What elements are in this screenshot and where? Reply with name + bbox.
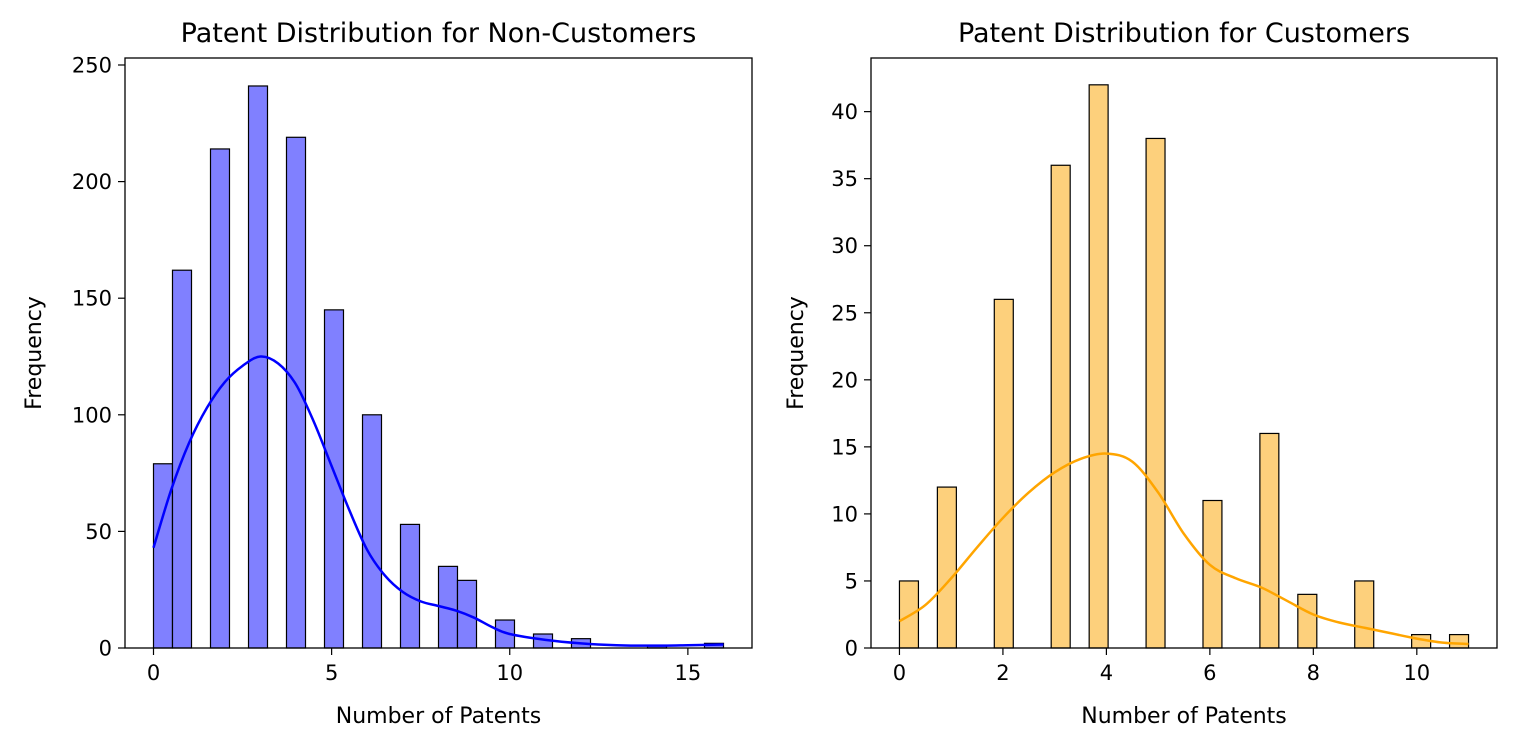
histogram-bar-non-customers-6 — [361, 414, 383, 649]
histogram-bar-customers-4 — [1088, 84, 1109, 649]
histogram-bar-customers-9 — [1354, 580, 1375, 649]
histogram-bar-customers-11 — [1448, 633, 1470, 649]
chart-title-non-customers: Patent Distribution for Non-Customers — [181, 18, 697, 49]
y-tick-label-customers: 35 — [831, 167, 858, 191]
histogram-bar-non-customers-7 — [399, 523, 421, 649]
x-tick-label-non-customers: 10 — [496, 661, 523, 685]
x-axis-label-non-customers: Number of Patents — [336, 704, 542, 729]
y-tick-label-non-customers: 150 — [72, 287, 112, 311]
histogram-bar-customers-3 — [1050, 164, 1071, 649]
y-tick-label-customers: 30 — [831, 234, 858, 258]
y-tick-label-non-customers: 200 — [72, 170, 112, 194]
y-tick-label-customers: 15 — [831, 435, 858, 459]
kde-line-customers — [898, 452, 1469, 646]
y-tick-label-non-customers: 50 — [85, 520, 112, 544]
y-tick-label-customers: 5 — [845, 569, 858, 593]
x-tick-label-customers: 6 — [1203, 661, 1216, 685]
y-tick-label-customers: 0 — [845, 637, 858, 661]
chart-non-customers: 0 5 10 15 0 50 100 150 200 250 Patent Distributi… — [22, 18, 753, 729]
y-tick-label-non-customers: 100 — [72, 403, 112, 427]
chart-title-customers: Patent Distribution for Customers — [958, 18, 1410, 49]
histogram-bar-customers-8 — [1297, 593, 1318, 649]
histogram-bar-customers-7 — [1259, 432, 1280, 649]
plot-border-customers — [870, 57, 1498, 649]
x-tick-label-customers: 8 — [1307, 661, 1320, 685]
x-axis-label-customers: Number of Patents — [1081, 704, 1287, 729]
y-tick-label-non-customers: 0 — [99, 637, 112, 661]
kde-line-non-customers — [152, 355, 724, 647]
histogram-bar-customers-2 — [993, 298, 1014, 649]
x-tick-label-customers: 2 — [996, 661, 1009, 685]
chart-customers: 0 2 4 6 8 10 0 5 10 15 20 25 30 35 40 Patent Distribu… — [784, 18, 1498, 729]
histogram-bar-customers-5 — [1145, 137, 1166, 649]
histogram-bar-customers-1 — [936, 486, 957, 649]
histogram-bar-customers-6 — [1202, 499, 1223, 649]
y-axis-label-non-customers: Frequency — [22, 296, 47, 410]
x-tick-label-customers: 4 — [1100, 661, 1113, 685]
y-tick-label-customers: 25 — [831, 301, 858, 325]
histogram-bar-non-customers-4 — [285, 136, 307, 649]
x-tick-label-non-customers: 15 — [675, 661, 702, 685]
x-tick-label-customers: 10 — [1403, 661, 1430, 685]
x-tick-label-customers: 0 — [893, 661, 906, 685]
y-axis-label-customers: Frequency — [784, 296, 809, 410]
x-tick-label-non-customers: 5 — [325, 661, 338, 685]
y-tick-label-customers: 10 — [831, 502, 858, 526]
plot-area-customers — [871, 58, 1497, 648]
plot-border-non-customers — [124, 57, 753, 649]
histogram-bar-non-customers-5 — [323, 309, 345, 649]
y-tick-label-customers: 40 — [831, 100, 858, 124]
y-tick-label-non-customers: 250 — [72, 53, 112, 77]
x-tick-label-non-customers: 0 — [147, 661, 160, 685]
histogram-bar-non-customers-3 — [247, 85, 269, 649]
y-tick-label-customers: 20 — [831, 368, 858, 392]
